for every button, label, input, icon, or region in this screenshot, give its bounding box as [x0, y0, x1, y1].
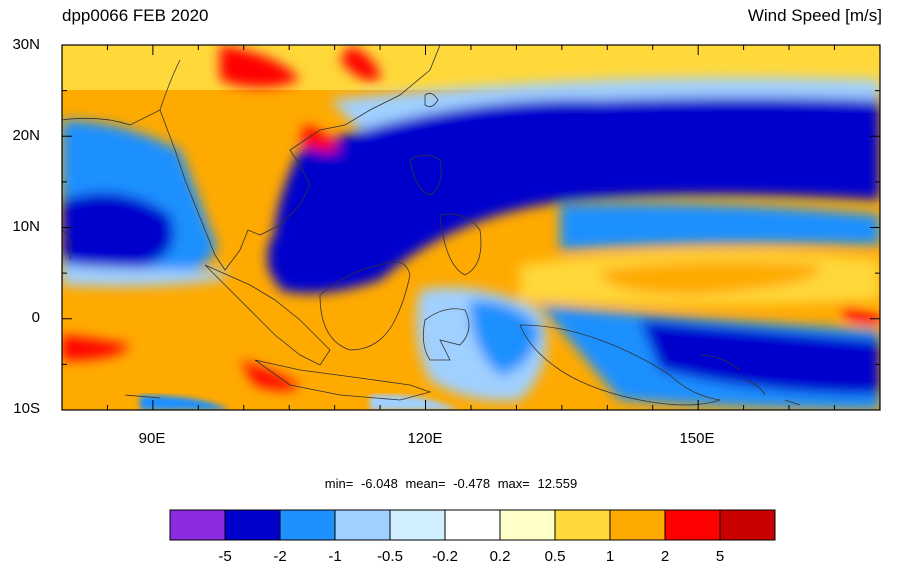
colorbar-box — [444, 509, 501, 541]
colorbar-label: -0.5 — [377, 548, 403, 565]
colorbar-box — [224, 509, 281, 541]
coastlines — [62, 45, 801, 406]
colorbar-label: 5 — [715, 548, 725, 565]
colorbar-label: -2 — [273, 548, 287, 565]
colorbar-label: -1 — [328, 548, 342, 565]
lat-label-30n: 30N — [12, 36, 40, 53]
colorbar-box — [389, 509, 446, 541]
colorbar-label: 2 — [660, 548, 670, 565]
colorbar-box — [664, 509, 721, 541]
max-value: 12.559 — [537, 476, 578, 491]
colorbar-label: 0.2 — [489, 548, 511, 565]
variable-title: Wind Speed [m/s] — [747, 6, 882, 25]
min-value: -6.048 — [360, 476, 398, 491]
colorbar-box — [554, 509, 611, 541]
colorbar-box — [609, 509, 666, 541]
lon-label-90e: 90E — [138, 430, 166, 447]
colorbar-label: 1 — [605, 548, 615, 565]
colorbar-label: -0.2 — [432, 548, 458, 565]
colorbar-box — [334, 509, 391, 541]
colorbar-label: 0.5 — [544, 548, 566, 565]
colorbar-label: -5 — [218, 548, 232, 565]
colorbar-box — [279, 509, 336, 541]
map-field — [62, 45, 880, 410]
map-title: dpp0066 FEB 2020 — [62, 6, 209, 25]
lat-label-10s: 10S — [13, 400, 40, 417]
lat-label-10n: 10N — [12, 218, 40, 235]
field-statistics: min= -6.048 mean= -0.478 max= 12.559 — [0, 476, 902, 491]
min-label: min= — [324, 476, 354, 491]
axis-ticks — [61, 44, 881, 411]
mean-value: -0.478 — [453, 476, 491, 491]
lat-label-20n: 20N — [12, 127, 40, 144]
lon-label-120e: 120E — [407, 430, 443, 447]
lat-label-0: 0 — [31, 309, 40, 326]
colorbar-box — [719, 509, 776, 541]
max-label: max= — [497, 476, 530, 491]
colorbar-box — [169, 509, 226, 541]
lon-label-150e: 150E — [679, 430, 715, 447]
colorbar-box — [499, 509, 556, 541]
mean-label: mean= — [405, 476, 446, 491]
